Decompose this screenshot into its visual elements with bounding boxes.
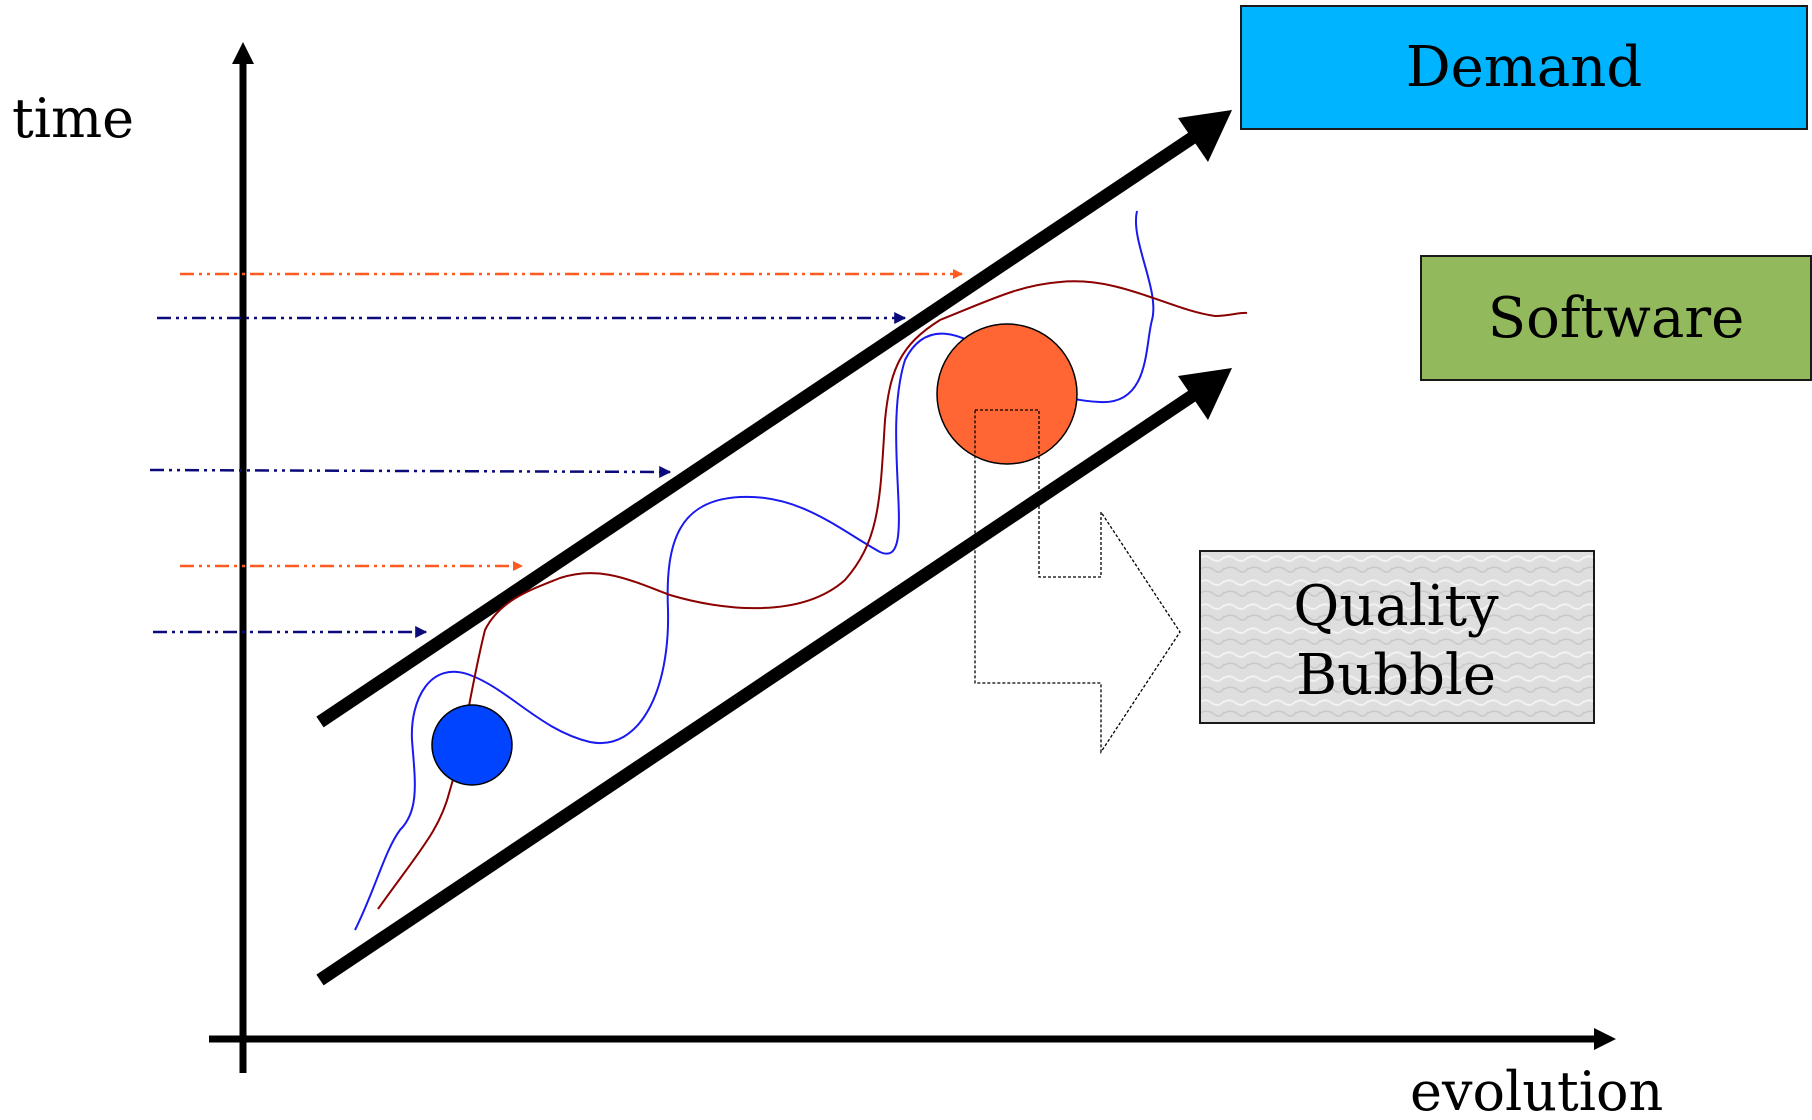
quality-label-line1: Quality (1293, 574, 1499, 639)
quality-callout-arrow (974, 409, 1181, 755)
blue-bubble (431, 704, 513, 786)
quality-label-line2: Bubble (1296, 643, 1496, 708)
software-curve (377, 280, 1248, 910)
lower-corridor-arrow (316, 368, 1232, 986)
orange-bubble (936, 323, 1078, 465)
y-axis-label: time (12, 87, 134, 150)
demand-legend-box: Demand (1240, 5, 1808, 130)
time-arrows (149, 269, 963, 638)
software-legend-box: Software (1420, 255, 1812, 381)
demand-curve (354, 210, 1155, 931)
y-axis (232, 42, 254, 1073)
x-axis (209, 1028, 1616, 1050)
upper-corridor-arrow (316, 110, 1232, 728)
navy-arrow-2 (149, 465, 672, 478)
quality-bubble-box: Quality Bubble (1199, 550, 1595, 724)
x-axis-label: evolution (1410, 1060, 1663, 1115)
demand-label: Demand (1406, 35, 1642, 100)
software-label: Software (1488, 286, 1745, 351)
